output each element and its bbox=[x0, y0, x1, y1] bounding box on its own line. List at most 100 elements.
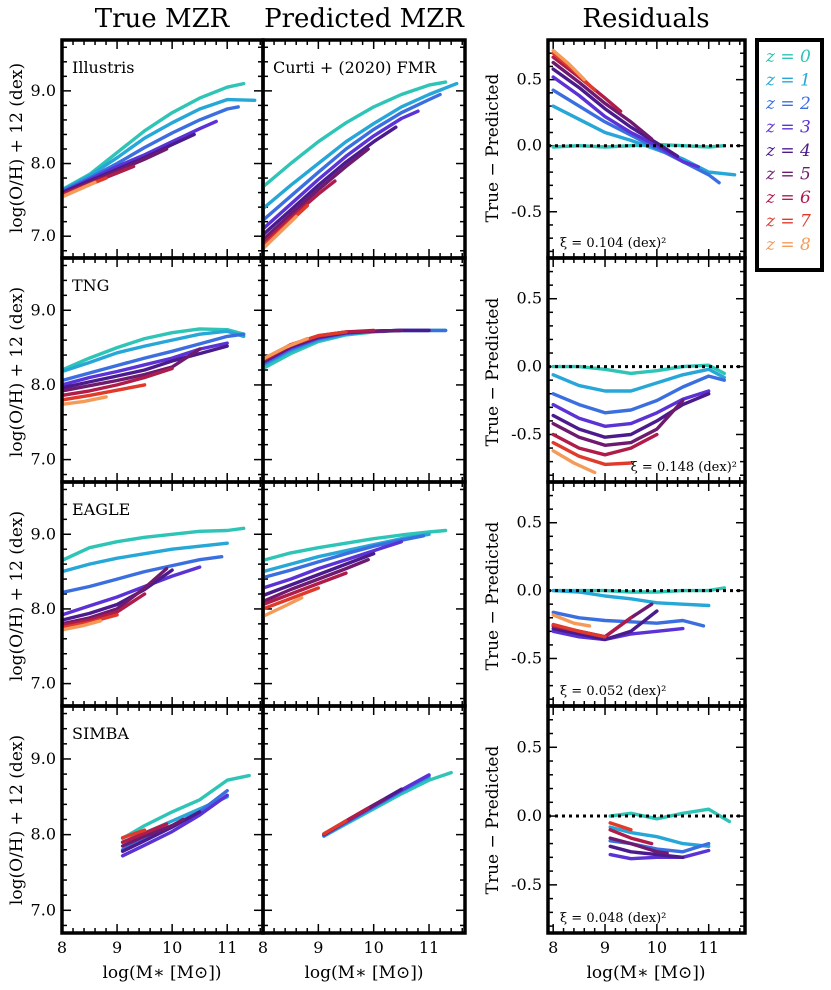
ytick-label: 7.0 bbox=[31, 226, 56, 245]
series-line-z-1 bbox=[608, 825, 711, 848]
ytick-label: 7.0 bbox=[31, 450, 56, 469]
series-group-tng-predicted-mzr bbox=[263, 328, 448, 371]
series-group-simba-true-mzr bbox=[120, 773, 251, 858]
xtick-label: 9 bbox=[313, 938, 323, 957]
series-line-z-3 bbox=[263, 109, 420, 231]
series-group-eagle-true-mzr bbox=[62, 526, 246, 632]
series-line-z-7 bbox=[322, 819, 348, 836]
ytick-label: 0.0 bbox=[517, 357, 542, 376]
xtick-label: 8 bbox=[548, 938, 558, 957]
xi-annotation: ξ = 0.104 (dex)² bbox=[560, 236, 666, 251]
xi-annotation: ξ = 0.048 (dex)² bbox=[560, 911, 666, 926]
simulation-label-illustris: Illustris bbox=[72, 58, 134, 77]
series-line-z-7 bbox=[551, 440, 633, 467]
panels-layer: 7.0 8.0 9.0 Illustris Curti + (2020) FMR -0.5… bbox=[31, 38, 747, 957]
ytick-label: 0.0 bbox=[517, 806, 542, 825]
ytick-label: 8.0 bbox=[31, 599, 56, 618]
ytick-label: 7.0 bbox=[31, 674, 56, 693]
series-line-z-0 bbox=[120, 773, 251, 841]
panel-frame bbox=[261, 256, 467, 484]
series-line-z-5 bbox=[62, 566, 169, 626]
residual-ylabel-row-2: True − Predicted bbox=[483, 298, 503, 447]
series-line-z-0 bbox=[62, 327, 246, 372]
series-group-illustris-predicted-mzr bbox=[263, 80, 459, 251]
series-line-z-8 bbox=[263, 214, 298, 251]
series-line-z-8 bbox=[551, 48, 586, 82]
xtick-label: 10 bbox=[647, 938, 667, 957]
ytick-label: 9.0 bbox=[31, 524, 56, 543]
ticks-eagle-residuals bbox=[548, 481, 745, 706]
ylabel-row-4: log(O/H) + 12 (dex) bbox=[7, 735, 27, 905]
series-line-z-6 bbox=[263, 571, 348, 607]
series-line-z-4 bbox=[551, 609, 659, 642]
residual-ylabel-row-3: True − Predicted bbox=[483, 522, 503, 671]
ytick-label: 0.5 bbox=[517, 70, 542, 89]
ylabel-row-2: log(O/H) + 12 (dex) bbox=[7, 287, 27, 457]
ytick-label: 0.0 bbox=[517, 136, 542, 155]
simulation-label-tng: TNG bbox=[72, 276, 109, 295]
panel-tng-residuals: -0.5 0.0 0.5 ξ = 0.148 (dex)² bbox=[511, 256, 747, 484]
panel-illustris-predicted-mzr: Curti + (2020) FMR bbox=[261, 38, 467, 260]
xlabel-predicted-mzr: log(M∗ [M⊙]) bbox=[304, 963, 423, 983]
panel-frame bbox=[546, 704, 747, 935]
ytick-label: 9.0 bbox=[31, 749, 56, 768]
ytick-label: 8.0 bbox=[31, 154, 56, 173]
series-line-z-4 bbox=[62, 568, 174, 622]
series-line-z-0 bbox=[62, 526, 246, 563]
xi-annotation: ξ = 0.148 (dex)² bbox=[631, 460, 737, 475]
ytick-label: 7.0 bbox=[31, 900, 56, 919]
legend-entry-z-3: z = 3 bbox=[765, 118, 811, 138]
panel-illustris-residuals: -0.5 0.0 0.5 ξ = 0.104 (dex)² bbox=[511, 38, 747, 260]
series-line-z-7 bbox=[120, 828, 147, 840]
xtick-label: 9 bbox=[600, 938, 610, 957]
xtick-label: 10 bbox=[364, 938, 384, 957]
xlabel-true-mzr: log(M∗ [M⊙]) bbox=[102, 963, 221, 983]
xtick-label: 11 bbox=[217, 938, 237, 957]
ytick-label: 9.0 bbox=[31, 81, 56, 100]
series-line-z-3 bbox=[551, 75, 700, 169]
legend-entry-z-7: z = 7 bbox=[765, 212, 811, 232]
panel-simba-true-mzr: 7.0 8.0 9.0 8 9 10 11 SIMBA bbox=[31, 704, 265, 957]
legend-entry-z-5: z = 5 bbox=[765, 165, 811, 185]
ytick-label: 0.5 bbox=[517, 737, 542, 756]
series-line-z-5 bbox=[551, 398, 685, 447]
series-line-z-4 bbox=[263, 552, 376, 598]
ytick-label: 8.0 bbox=[31, 375, 56, 394]
ytick-label: 8.0 bbox=[31, 825, 56, 844]
ylabel-row-1: log(O/H) + 12 (dex) bbox=[7, 63, 27, 233]
series-group-illustris-residuals bbox=[551, 48, 737, 185]
simulation-label-eagle: EAGLE bbox=[72, 500, 130, 519]
ytick-label: -0.5 bbox=[511, 648, 542, 667]
ticks-eagle-true-mzr bbox=[61, 482, 263, 706]
panel-frame bbox=[546, 480, 747, 708]
series-line-z-5 bbox=[263, 558, 370, 604]
panel-simba-residuals: -0.5 0.0 0.5 8 9 10 11 ξ = 0.048 (dex)² bbox=[511, 704, 747, 957]
ytick-label: -0.5 bbox=[511, 202, 542, 221]
series-line-z-5 bbox=[551, 60, 654, 141]
series-group-eagle-predicted-mzr bbox=[263, 528, 448, 619]
panel-illustris-true-mzr: 7.0 8.0 9.0 Illustris bbox=[31, 38, 265, 260]
series-line-z-2 bbox=[62, 555, 224, 595]
legend-frame bbox=[755, 38, 824, 272]
series-line-z-2 bbox=[62, 332, 246, 383]
panel-tng-predicted-mzr bbox=[261, 256, 467, 484]
ytick-label: 9.0 bbox=[31, 300, 56, 319]
series-line-z-8 bbox=[62, 619, 103, 632]
series-group-illustris-true-mzr bbox=[62, 81, 257, 199]
series-line-z-4 bbox=[608, 844, 685, 859]
legend-entry-z-4: z = 4 bbox=[765, 141, 811, 161]
series-line-z-1 bbox=[551, 367, 726, 393]
series-line-z-4 bbox=[551, 392, 711, 439]
xtick-label: 10 bbox=[162, 938, 182, 957]
series-line-z-7 bbox=[62, 383, 147, 402]
series-group-tng-true-mzr bbox=[62, 327, 246, 406]
xtick-label: 8 bbox=[57, 938, 67, 957]
series-group-tng-residuals bbox=[551, 363, 726, 475]
legend-entry-z-8: z = 8 bbox=[765, 235, 811, 255]
series-line-z-3 bbox=[263, 540, 404, 590]
ytick-label: -0.5 bbox=[511, 875, 542, 894]
series-line-z-2 bbox=[551, 610, 706, 628]
series-line-z-1 bbox=[62, 97, 257, 193]
series-line-z-5 bbox=[120, 817, 185, 848]
